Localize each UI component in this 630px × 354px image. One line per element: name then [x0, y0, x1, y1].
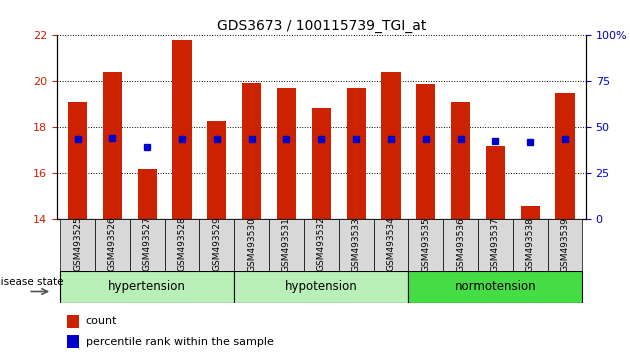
Text: GSM493538: GSM493538: [525, 217, 535, 272]
Bar: [416, 84, 435, 219]
Text: hypertension: hypertension: [108, 280, 186, 293]
Bar: [478, 219, 513, 271]
Bar: [547, 219, 582, 271]
Text: GSM493535: GSM493535: [421, 217, 430, 272]
Bar: [269, 219, 304, 271]
Text: hypotension: hypotension: [285, 280, 358, 293]
Bar: [103, 72, 122, 219]
Bar: [346, 88, 365, 219]
Title: GDS3673 / 100115739_TGI_at: GDS3673 / 100115739_TGI_at: [217, 19, 426, 33]
Bar: [408, 271, 582, 303]
Bar: [339, 219, 374, 271]
Bar: [60, 271, 234, 303]
Text: GSM493531: GSM493531: [282, 217, 291, 272]
Text: GSM493527: GSM493527: [143, 217, 152, 272]
Text: GSM493526: GSM493526: [108, 217, 117, 272]
Text: GSM493530: GSM493530: [247, 217, 256, 272]
Text: GSM493533: GSM493533: [352, 217, 360, 272]
Bar: [242, 82, 261, 219]
Bar: [556, 93, 575, 219]
Bar: [68, 102, 87, 219]
Bar: [67, 335, 79, 348]
Bar: [95, 219, 130, 271]
Text: disease state: disease state: [0, 277, 63, 287]
Bar: [513, 219, 547, 271]
Text: GSM493525: GSM493525: [73, 217, 82, 272]
Bar: [130, 219, 164, 271]
Bar: [67, 315, 79, 328]
Bar: [137, 169, 157, 219]
Text: normotension: normotension: [455, 280, 536, 293]
Text: GSM493537: GSM493537: [491, 217, 500, 272]
Bar: [173, 40, 192, 219]
Text: GSM493539: GSM493539: [561, 217, 570, 272]
Bar: [60, 219, 95, 271]
Text: GSM493529: GSM493529: [212, 217, 221, 272]
Bar: [408, 219, 443, 271]
Bar: [312, 108, 331, 219]
Text: GSM493532: GSM493532: [317, 217, 326, 272]
Bar: [374, 219, 408, 271]
Text: GSM493536: GSM493536: [456, 217, 465, 272]
Bar: [381, 72, 401, 219]
Text: GSM493534: GSM493534: [386, 217, 396, 272]
Bar: [234, 219, 269, 271]
Bar: [234, 271, 408, 303]
Bar: [277, 88, 296, 219]
Text: count: count: [86, 316, 117, 326]
Bar: [451, 102, 470, 219]
Bar: [304, 219, 339, 271]
Bar: [164, 219, 200, 271]
Bar: [200, 219, 234, 271]
Bar: [207, 120, 226, 219]
Bar: [443, 219, 478, 271]
Text: percentile rank within the sample: percentile rank within the sample: [86, 337, 273, 347]
Bar: [486, 146, 505, 219]
Bar: [520, 206, 540, 219]
Text: GSM493528: GSM493528: [178, 217, 186, 272]
